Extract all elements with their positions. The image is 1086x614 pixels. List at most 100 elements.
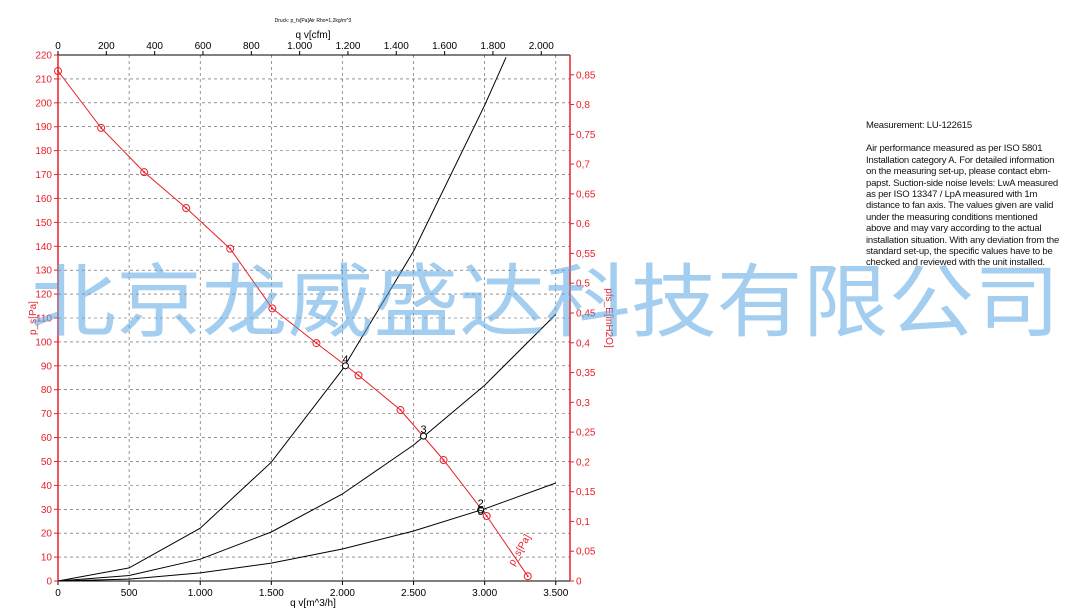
y2-tick-label: 0,45 — [576, 308, 596, 319]
x-tick-label: 0 — [55, 588, 61, 599]
point-marker — [54, 67, 62, 76]
y2-tick-label: 0,3 — [576, 398, 590, 409]
y-tick-label: 0 — [46, 577, 52, 588]
x2-tick-label: 2.000 — [529, 41, 554, 52]
y2-tick-label: 0,05 — [576, 547, 596, 558]
y2-axis-title: pfs_E[inH2O] — [603, 288, 614, 348]
curve — [57, 314, 557, 582]
x2-tick-label: 1.200 — [335, 41, 360, 52]
point-marker — [312, 339, 321, 348]
y-tick-label: 150 — [35, 218, 52, 229]
y2-tick-label: 0,2 — [576, 457, 590, 468]
y-tick-label: 180 — [35, 146, 52, 157]
curve — [57, 482, 556, 582]
x-tick-label: 2.000 — [330, 588, 355, 599]
point-marker — [482, 511, 491, 520]
point-dot — [357, 374, 360, 377]
y2-tick-label: 0 — [576, 577, 582, 588]
point-marker — [140, 168, 149, 177]
x2-tick-label: 200 — [98, 41, 115, 52]
point-dot — [100, 126, 103, 129]
chart-title: Druck: p_fs[Pa]Air Rho=1,2kg/m^3 — [275, 18, 352, 24]
x-tick-label: 500 — [121, 588, 138, 599]
point-marker — [97, 123, 106, 132]
y-tick-label: 50 — [41, 457, 53, 468]
curve — [57, 57, 507, 582]
x-axis-title: q v[m^3/h] — [290, 598, 336, 609]
curve-label: p_s[Pa] — [507, 533, 534, 568]
x2-tick-label: 1.400 — [384, 41, 409, 52]
point-dot — [185, 207, 188, 210]
y-tick-label: 160 — [35, 194, 52, 205]
y-tick-label: 60 — [41, 433, 53, 444]
y-tick-label: 210 — [35, 74, 52, 85]
y-tick-label: 80 — [41, 385, 53, 396]
y2-tick-label: 0,15 — [576, 487, 596, 498]
point-marker — [439, 456, 448, 465]
point-dot — [315, 342, 318, 345]
y2-tick-label: 0,75 — [576, 130, 596, 141]
y-tick-label: 10 — [41, 553, 53, 564]
operating-point-label: 2 — [478, 498, 484, 510]
point-dot — [526, 575, 529, 578]
x2-axis-title: q v[cfm] — [295, 30, 330, 41]
operating-point — [477, 506, 485, 514]
point-marker — [268, 304, 277, 313]
operating-point — [420, 432, 428, 440]
y2-tick-label: 0,65 — [576, 189, 596, 200]
point-dot — [57, 70, 59, 73]
point-dot — [229, 247, 232, 250]
point-marker — [182, 204, 191, 213]
description: Air performance measured as per ISO 5801… — [866, 143, 1060, 269]
y2-tick-label: 0,5 — [576, 279, 590, 290]
info-panel: Measurement: LU-122615 Air performance m… — [866, 120, 1062, 281]
y-tick-label: 130 — [35, 266, 52, 277]
x-tick-label: 2.500 — [401, 588, 426, 599]
x2-tick-label: 1.000 — [287, 41, 312, 52]
x-tick-label: 1.500 — [259, 588, 284, 599]
y-axis-title: p_s[Pa] — [28, 301, 39, 335]
x2-tick-label: 600 — [195, 41, 212, 52]
curve — [57, 70, 529, 577]
point-marker — [396, 406, 405, 415]
point-marker — [354, 371, 363, 380]
y2-tick-label: 0,85 — [576, 70, 596, 81]
y-tick-label: 200 — [35, 98, 52, 109]
y2-tick-label: 0,7 — [576, 160, 590, 171]
y2-tick-label: 0,4 — [576, 338, 590, 349]
operating-point-label: 4 — [342, 354, 348, 366]
operating-point-label: 5 — [478, 506, 484, 518]
x-tick-label: 1.000 — [188, 588, 213, 599]
point-dot — [399, 409, 402, 412]
y2-tick-label: 0,35 — [576, 368, 596, 379]
measurement: Measurement: LU-122615 — [866, 120, 972, 131]
y-tick-label: 170 — [35, 170, 52, 181]
point-dot — [271, 307, 274, 310]
y-tick-label: 30 — [41, 505, 53, 516]
point-dot — [143, 171, 146, 174]
y2-tick-label: 0,25 — [576, 428, 596, 439]
y2-tick-label: 0,6 — [576, 219, 590, 230]
x2-tick-label: 1.600 — [432, 41, 457, 52]
y2-tick-label: 0,55 — [576, 249, 596, 260]
y2-tick-label: 0,1 — [576, 517, 590, 528]
y-tick-label: 20 — [41, 529, 53, 540]
y-tick-label: 220 — [35, 51, 52, 62]
y-tick-label: 190 — [35, 122, 52, 133]
chart: 0 500 1.000 1.500 2.000 2.500 3.000 3.500010203… — [28, 18, 614, 609]
point-marker — [523, 572, 532, 581]
y-tick-label: 90 — [41, 361, 53, 372]
x-tick-label: 3.000 — [472, 588, 497, 599]
operating-point — [341, 362, 349, 370]
point-dot — [442, 459, 445, 462]
y-tick-label: 110 — [36, 314, 52, 325]
x2-tick-label: 1.800 — [480, 41, 505, 52]
point-dot — [485, 514, 488, 517]
y-tick-label: 140 — [35, 242, 52, 253]
y-tick-label: 40 — [41, 481, 53, 492]
point-marker — [226, 244, 235, 253]
x2-tick-label: 400 — [146, 41, 163, 52]
y-tick-label: 70 — [41, 409, 53, 420]
y2-tick-label: 0,8 — [576, 100, 590, 111]
